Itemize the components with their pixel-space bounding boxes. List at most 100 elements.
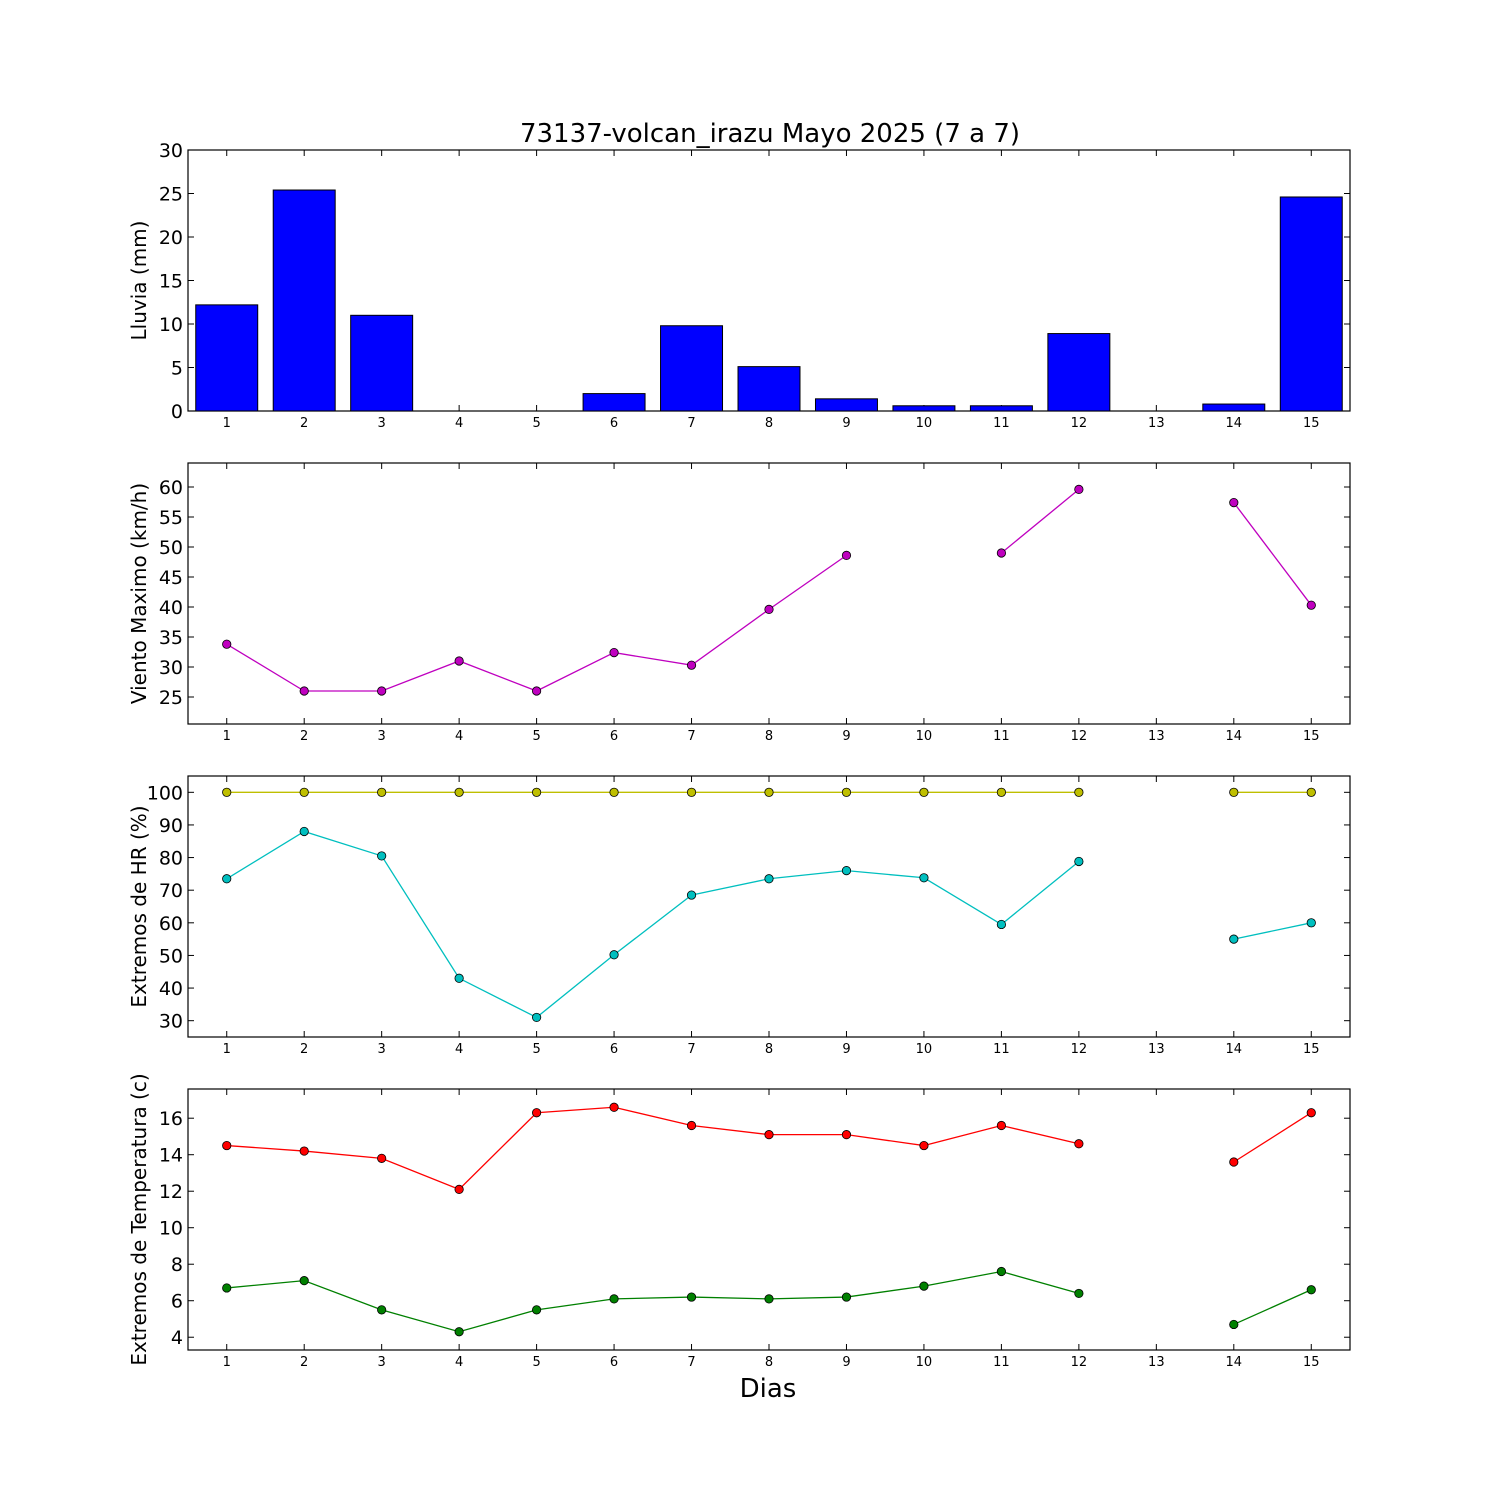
x-tick-label: 13 bbox=[1148, 416, 1165, 431]
bar bbox=[892, 405, 956, 412]
data-point bbox=[454, 656, 464, 666]
data-point bbox=[531, 1305, 542, 1315]
x-tick-label: 8 bbox=[765, 416, 773, 431]
x-tick-label: 12 bbox=[1071, 1042, 1088, 1057]
subplot-1: 1 2 3 4 5 6 7 8 9 10 11 12 13 14 15051015202530Lluvia … bbox=[127, 140, 1351, 431]
data-point bbox=[764, 787, 774, 797]
x-tick-label: 5 bbox=[532, 1355, 540, 1370]
x-tick-label: 11 bbox=[993, 729, 1010, 744]
data-point bbox=[1229, 934, 1239, 944]
y-tick-label: 6 bbox=[171, 1291, 183, 1313]
x-tick-label: 5 bbox=[532, 1042, 540, 1057]
data-point bbox=[299, 787, 309, 797]
x-tick-label: 14 bbox=[1226, 1042, 1243, 1057]
x-tick-label: 10 bbox=[916, 1355, 933, 1370]
x-tick-label: 1 bbox=[223, 416, 231, 431]
data-point bbox=[764, 604, 774, 615]
y-tick-label: 60 bbox=[159, 913, 183, 935]
x-tick-label: 6 bbox=[610, 1355, 618, 1370]
data-point bbox=[609, 1102, 619, 1112]
data-point bbox=[686, 1120, 697, 1131]
x-tick-label: 8 bbox=[765, 1042, 773, 1057]
data-point bbox=[686, 1292, 697, 1302]
data-point bbox=[377, 1305, 387, 1315]
x-tick-label: 2 bbox=[300, 729, 308, 744]
data-point bbox=[996, 1120, 1007, 1131]
x-tick-label: 15 bbox=[1303, 416, 1320, 431]
x-tick-label: 6 bbox=[610, 729, 618, 744]
data-point bbox=[996, 1266, 1007, 1277]
x-tick-label: 14 bbox=[1226, 416, 1243, 431]
y-tick-label: 5 bbox=[171, 358, 183, 380]
data-point bbox=[377, 686, 387, 696]
data-point bbox=[377, 851, 387, 861]
data-point bbox=[531, 1108, 542, 1118]
y-tick-label: 25 bbox=[159, 687, 183, 709]
data-point bbox=[454, 973, 464, 983]
data-point bbox=[1229, 497, 1239, 508]
bar bbox=[969, 405, 1033, 412]
subplot-2: 1 2 3 4 5 6 7 8 9 10 11 12 13 14 152530354045505560Vie… bbox=[127, 462, 1351, 744]
x-tick-label: 12 bbox=[1071, 416, 1088, 431]
x-tick-label: 2 bbox=[300, 1042, 308, 1057]
x-tick-label: 13 bbox=[1148, 1355, 1165, 1370]
y-tick-label: 50 bbox=[159, 537, 183, 559]
data-point bbox=[222, 1283, 232, 1293]
data-point bbox=[299, 826, 309, 837]
series-line bbox=[1233, 1112, 1312, 1163]
data-point bbox=[686, 660, 697, 670]
x-tick-label: 15 bbox=[1303, 1042, 1320, 1057]
series-line bbox=[226, 1106, 1080, 1191]
plot-frame bbox=[187, 462, 1351, 725]
x-tick-label: 7 bbox=[687, 729, 695, 744]
data-point bbox=[1229, 1157, 1239, 1167]
data-point bbox=[841, 1130, 852, 1140]
y-tick-label: 90 bbox=[159, 815, 183, 837]
series-line bbox=[226, 1270, 1080, 1333]
y-tick-label: 70 bbox=[159, 880, 183, 902]
data-point bbox=[222, 874, 232, 884]
x-tick-label: 5 bbox=[532, 416, 540, 431]
data-point bbox=[531, 686, 542, 696]
y-axis-label: Viento Maximo (km/h) bbox=[127, 483, 151, 704]
x-tick-label: 2 bbox=[300, 1355, 308, 1370]
data-point bbox=[1229, 1319, 1239, 1330]
bar bbox=[1279, 196, 1343, 412]
data-point bbox=[609, 1294, 619, 1304]
data-point bbox=[996, 787, 1007, 797]
data-point bbox=[919, 1140, 929, 1151]
subplots: 1 2 3 4 5 6 7 8 9 10 11 12 13 14 15051015202530Lluvia … bbox=[127, 140, 1351, 1370]
x-tick-label: 14 bbox=[1226, 729, 1243, 744]
y-tick-label: 30 bbox=[159, 140, 183, 162]
data-point bbox=[609, 787, 619, 797]
x-tick-label: 7 bbox=[687, 1042, 695, 1057]
data-point bbox=[996, 919, 1007, 930]
x-tick-label: 14 bbox=[1226, 1355, 1243, 1370]
data-point bbox=[531, 787, 542, 797]
bar bbox=[582, 393, 646, 412]
y-tick-label: 10 bbox=[159, 1218, 183, 1240]
y-tick-label: 60 bbox=[159, 477, 183, 499]
data-point bbox=[454, 1184, 464, 1194]
data-point bbox=[531, 1012, 542, 1023]
data-point bbox=[841, 787, 852, 797]
x-tick-label: 4 bbox=[455, 729, 463, 744]
x-tick-label: 1 bbox=[223, 1042, 231, 1057]
y-tick-label: 8 bbox=[171, 1254, 183, 1276]
bar bbox=[1202, 403, 1266, 412]
data-point bbox=[1306, 787, 1316, 797]
data-point bbox=[454, 1327, 464, 1337]
subplot-4: 1 2 3 4 5 6 7 8 9 10 11 12 13 14 1546810121416Extremos… bbox=[127, 1073, 1351, 1370]
x-tick-label: 6 bbox=[610, 416, 618, 431]
series-2 bbox=[222, 826, 1316, 1023]
y-tick-label: 80 bbox=[159, 848, 183, 870]
series-line bbox=[226, 554, 847, 692]
data-point bbox=[222, 639, 232, 649]
y-tick-label: 40 bbox=[159, 978, 183, 1000]
series-1 bbox=[222, 787, 1316, 797]
data-point bbox=[222, 1140, 232, 1151]
data-point bbox=[609, 950, 619, 960]
data-point bbox=[377, 1153, 387, 1163]
x-tick-label: 7 bbox=[687, 1355, 695, 1370]
x-tick-label: 3 bbox=[378, 1042, 386, 1057]
